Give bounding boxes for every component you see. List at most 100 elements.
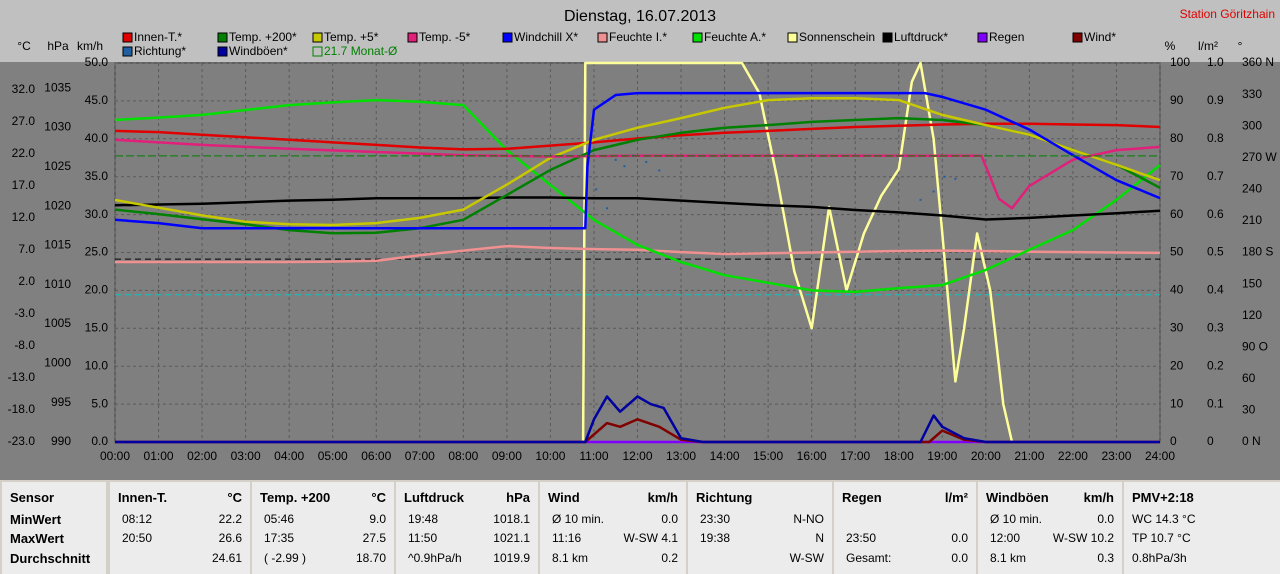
x-tick-label: 13:00 (666, 449, 696, 463)
y-tick-label: 0 (1170, 434, 1177, 448)
y-tick-label: 1035 (44, 80, 71, 94)
table-cell: ( -2.99 ) (264, 551, 307, 565)
y-tick-label: 995 (51, 395, 71, 409)
y-tick-label: -13.0 (8, 370, 36, 384)
y-tick-label: 0.6 (1207, 207, 1224, 221)
table-column: Regen l/m² 23:50 0.0 Gesamt: 0.0 (834, 482, 976, 574)
y-tick-label: 0.3 (1207, 320, 1224, 334)
column-title: Luftdruck (404, 490, 464, 505)
x-tick-label: 10:00 (535, 449, 565, 463)
scatter-point (645, 160, 648, 163)
table-cell: 1018.1 (493, 512, 530, 526)
scatter-point (658, 169, 661, 172)
y-tick-label: 1015 (44, 238, 71, 252)
table-cell: 08:12 (122, 512, 153, 526)
column-title: Richtung (696, 490, 753, 505)
y-tick-label: 0.7 (1207, 169, 1224, 183)
x-tick-label: 09:00 (492, 449, 522, 463)
y-tick-label: 1025 (44, 159, 71, 173)
column-unit: °C (371, 490, 386, 505)
legend-swatch (217, 46, 228, 57)
x-tick-label: 20:00 (971, 449, 1001, 463)
scatter-point (614, 158, 617, 161)
column-title: Windböen (986, 490, 1049, 505)
column-title: Sensor (10, 490, 55, 505)
x-tick-label: 15:00 (753, 449, 783, 463)
y-tick-label: 100 (1170, 55, 1190, 69)
x-tick-label: 02:00 (187, 449, 217, 463)
table-column: Richtung 23:30 N-NO 19:38 N W-SW (688, 482, 832, 574)
y-tick-label: 180 S (1242, 245, 1273, 259)
table-cell: 0.0 (951, 551, 968, 565)
axis-unit: hPa (47, 39, 69, 53)
y-tick-label: 1030 (44, 120, 71, 134)
table-cell: 27.5 (362, 531, 386, 545)
table-column: Temp. +200 °C 05:46 9.0 17:35 27.5 ( -2.99 ) 18… (252, 482, 394, 574)
legend-label: Temp. -5* (419, 30, 471, 44)
legend-swatch (882, 32, 893, 43)
table-column: Wind km/h Ø 10 min. 0.0 11:16 W-SW 4.1 8.1 km 0… (540, 482, 686, 574)
legend-swatch (502, 32, 513, 43)
y-tick-label: 17.0 (12, 178, 36, 192)
scatter-point (595, 188, 598, 191)
x-tick-label: 18:00 (884, 449, 914, 463)
x-tick-label: 04:00 (274, 449, 304, 463)
table-column: Windböen km/h Ø 10 min. 0.0 12:00 W-SW 10.2 8.… (978, 482, 1122, 574)
y-tick-label: 30 (1170, 320, 1184, 334)
table-cell: 11:16 (552, 531, 582, 545)
series-line (114, 91, 1161, 230)
y-tick-label: 20.0 (85, 283, 109, 297)
y-tick-label: 1020 (44, 198, 71, 212)
table-cell: N-NO (793, 512, 824, 526)
legend-swatch (692, 32, 703, 43)
legend-label: Temp. +200* (229, 30, 297, 44)
table-cell: W-SW (789, 551, 824, 565)
table-cell: 1021.1 (493, 531, 530, 545)
y-tick-label: 0.9 (1207, 93, 1224, 107)
y-tick-label: 50 (1170, 245, 1184, 259)
table-cell: N (815, 531, 824, 545)
legend-swatch (217, 32, 228, 43)
table-cell: 0.3 (1097, 551, 1114, 565)
table-cell: 0.0 (1097, 512, 1114, 526)
x-tick-label: 23:00 (1101, 449, 1131, 463)
scatter-point (943, 175, 946, 178)
legend-swatch (1072, 32, 1083, 43)
y-tick-label: 10 (1170, 396, 1184, 410)
y-tick-label: 60 (1170, 207, 1184, 221)
scatter-point (623, 165, 626, 168)
y-tick-label: 1005 (44, 316, 71, 330)
y-tick-label: 40 (1170, 283, 1184, 297)
legend-label: Sonnenschein (799, 30, 875, 44)
y-tick-label: 10.0 (85, 358, 109, 372)
series-line (115, 418, 1160, 444)
legend-swatch (122, 46, 133, 57)
y-tick-label: -3.0 (14, 306, 35, 320)
legend-label: Regen (989, 30, 1024, 44)
series-line (114, 98, 1161, 294)
y-tick-label: 22.0 (12, 146, 36, 160)
column-unit: hPa (506, 490, 530, 505)
legend-swatch (407, 32, 418, 43)
x-tick-label: 22:00 (1058, 449, 1088, 463)
y-tick-label: 70 (1170, 169, 1184, 183)
table-cell: W-SW 4.1 (623, 531, 678, 545)
table-cell: Ø 10 min. (552, 512, 605, 526)
y-tick-label: -8.0 (14, 338, 35, 352)
table-cell: WC 14.3 °C (1132, 512, 1196, 526)
table-cell: 0.8hPa/3h (1132, 551, 1187, 565)
y-tick-label: 60 (1242, 371, 1256, 385)
table-cell: 12:00 (990, 531, 1021, 545)
y-tick-label: 32.0 (12, 82, 36, 96)
series-line (115, 395, 1160, 444)
y-tick-label: 360 N (1242, 55, 1274, 69)
x-tick-label: 11:00 (579, 449, 608, 463)
y-tick-label: 0.1 (1207, 396, 1224, 410)
series-line (115, 244, 1161, 264)
axis-unit: l/m² (1198, 39, 1218, 53)
y-tick-label: 45.0 (85, 93, 109, 107)
scatter-point (919, 198, 922, 201)
legend-label: Innen-T.* (134, 30, 182, 44)
x-tick-label: 03:00 (231, 449, 261, 463)
table-cell: 05:46 (264, 512, 295, 526)
